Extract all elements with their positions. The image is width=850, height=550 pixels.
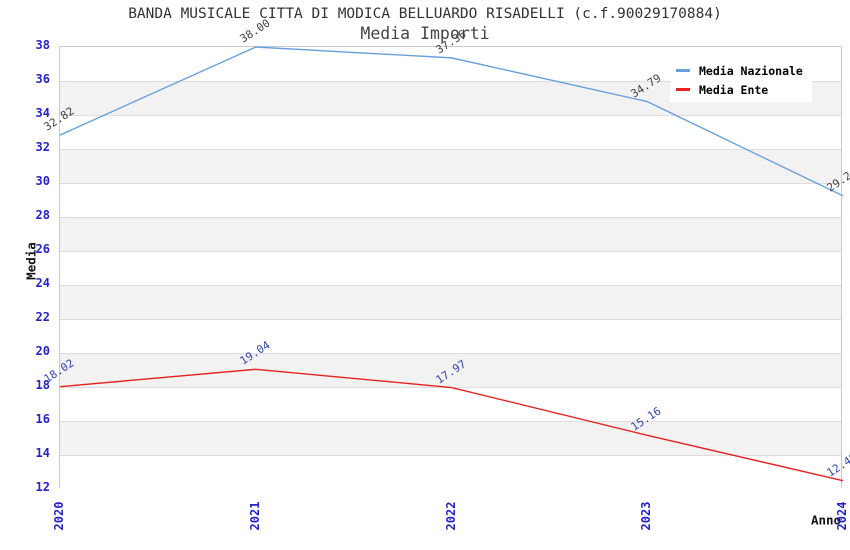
legend-line-swatch bbox=[676, 69, 690, 72]
y-tick-label: 22 bbox=[35, 310, 50, 324]
gridline bbox=[60, 285, 841, 286]
gridline bbox=[60, 149, 841, 150]
series-line-media-nazionale bbox=[59, 46, 844, 197]
y-tick-label: 34 bbox=[35, 106, 50, 120]
y-tick-label: 16 bbox=[35, 412, 50, 426]
y-tick-label: 38 bbox=[35, 38, 50, 52]
gridline bbox=[60, 183, 841, 184]
chart-title: BANDA MUSICALE CITTA DI MODICA BELLUARDO… bbox=[128, 6, 722, 22]
y-tick-label: 24 bbox=[35, 276, 50, 290]
gridline bbox=[60, 251, 841, 252]
y-tick-label: 30 bbox=[35, 174, 50, 188]
legend-label: Media Nazionale bbox=[699, 63, 803, 78]
y-tick-label: 26 bbox=[35, 242, 50, 256]
series-line-media-ente bbox=[59, 368, 844, 482]
legend-item: Media Ente bbox=[676, 80, 812, 99]
x-tick-label: 2021 bbox=[247, 501, 262, 531]
legend-line-swatch bbox=[676, 88, 690, 91]
grid-band bbox=[60, 353, 841, 387]
x-tick-label: 2020 bbox=[52, 501, 66, 531]
grid-band bbox=[60, 455, 841, 489]
grid-band bbox=[60, 387, 841, 421]
x-tick-label: 2023 bbox=[639, 501, 654, 531]
chart-subtitle: Media Importi bbox=[360, 24, 490, 43]
x-tick-label: 2024 bbox=[835, 501, 849, 531]
legend-item: Media Nazionale bbox=[676, 61, 812, 80]
y-tick-label: 14 bbox=[35, 446, 50, 460]
plot-area bbox=[59, 46, 844, 489]
y-tick-label: 12 bbox=[35, 480, 50, 494]
gridline bbox=[60, 421, 841, 422]
x-tick-label: 2022 bbox=[443, 501, 458, 531]
y-tick-label: 18 bbox=[35, 378, 50, 392]
y-tick-label: 20 bbox=[35, 344, 50, 358]
gridline bbox=[60, 81, 841, 82]
legend-label: Media Ente bbox=[699, 82, 769, 97]
gridline bbox=[60, 353, 841, 354]
grid-band bbox=[60, 183, 841, 217]
gridline bbox=[60, 217, 841, 218]
grid-band bbox=[60, 217, 841, 251]
y-tick-label: 32 bbox=[35, 140, 50, 154]
gridline bbox=[60, 319, 841, 320]
grid-band bbox=[60, 285, 841, 319]
grid-band bbox=[60, 251, 841, 285]
grid-band bbox=[60, 149, 841, 183]
legend: Media Nazionale Media Ente bbox=[670, 55, 812, 102]
y-tick-label: 28 bbox=[35, 208, 50, 222]
gridline bbox=[60, 455, 841, 456]
gridline bbox=[60, 115, 841, 116]
x-axis-title: Anno bbox=[810, 512, 842, 528]
grid-band bbox=[60, 319, 841, 353]
y-tick-label: 36 bbox=[35, 72, 50, 86]
line-series-canvas bbox=[59, 46, 844, 482]
